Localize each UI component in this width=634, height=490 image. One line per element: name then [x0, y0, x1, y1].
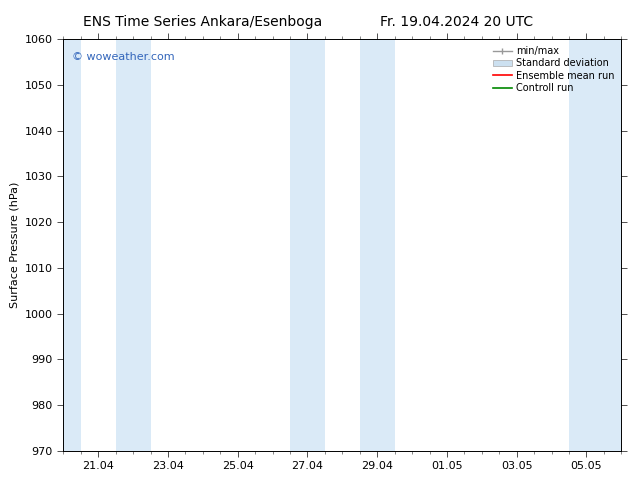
- Y-axis label: Surface Pressure (hPa): Surface Pressure (hPa): [10, 182, 19, 308]
- Text: Fr. 19.04.2024 20 UTC: Fr. 19.04.2024 20 UTC: [380, 15, 533, 29]
- Bar: [359, 39, 394, 451]
- Bar: [115, 39, 150, 451]
- Text: ENS Time Series Ankara/Esenboga: ENS Time Series Ankara/Esenboga: [83, 15, 323, 29]
- Legend: min/max, Standard deviation, Ensemble mean run, Controll run: min/max, Standard deviation, Ensemble me…: [491, 44, 616, 95]
- Text: © woweather.com: © woweather.com: [72, 51, 174, 62]
- Bar: [290, 39, 325, 451]
- Bar: [569, 39, 621, 451]
- Bar: [63, 39, 81, 451]
